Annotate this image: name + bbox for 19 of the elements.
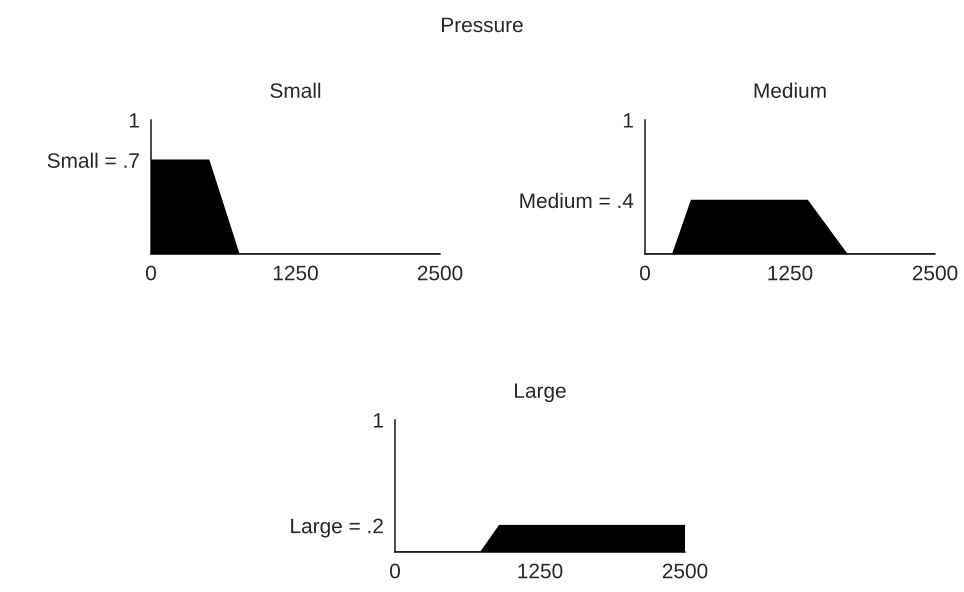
y-tick-label: 1 xyxy=(374,413,383,428)
text: Pressure xyxy=(442,18,523,32)
y-tick-label: 1 xyxy=(130,113,139,128)
y-tick-label: Medium = .4 xyxy=(520,192,634,208)
y-tick-label: Small = .7 xyxy=(48,152,139,168)
x-tick-label: 0 xyxy=(146,266,156,280)
y-tick-label: 1 xyxy=(624,113,633,128)
x-tick-label: 2500 xyxy=(662,564,708,578)
x-tick-label: 2500 xyxy=(912,266,958,280)
chart-title: Large xyxy=(515,383,566,402)
x-tick-label: 2500 xyxy=(418,266,462,280)
x-tick-label: 0 xyxy=(390,564,400,578)
y-tick-label: Large = .2 xyxy=(291,518,383,538)
chart-title: Small xyxy=(270,82,320,98)
x-tick-label: 1250 xyxy=(274,266,318,280)
x-tick-label: 1250 xyxy=(768,266,812,280)
x-tick-label: 1250 xyxy=(518,564,562,578)
chart-title: Medium xyxy=(754,82,826,98)
x-tick-label: 0 xyxy=(640,266,650,280)
